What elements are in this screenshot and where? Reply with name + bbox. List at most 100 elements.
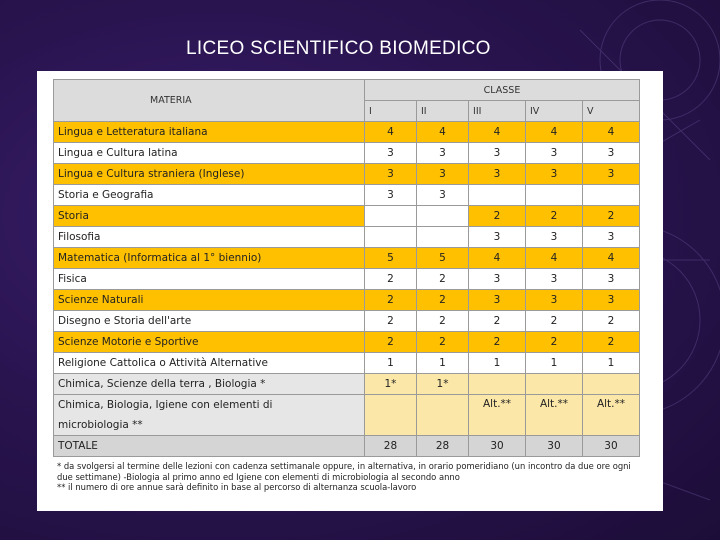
hours-cell: 3 xyxy=(525,289,583,311)
hours-cell: 3 xyxy=(363,163,417,185)
subject-cell: Fisica xyxy=(53,268,365,290)
hours-cell: 4 xyxy=(581,247,641,269)
hours-cell: 3 xyxy=(525,142,583,164)
subject-cell: Chimica, Biologia, Igiene con elementi d… xyxy=(53,394,365,436)
slide-title: LICEO SCIENTIFICO BIOMEDICO xyxy=(186,38,491,59)
classe-header: CLASSE xyxy=(363,79,641,101)
hours-cell: 3 xyxy=(468,226,526,248)
hours-cell xyxy=(415,226,470,248)
hours-cell: 1 xyxy=(363,352,417,374)
hours-cell: 1 xyxy=(525,352,583,374)
table-row: Scienze Motorie e Sportive 2 2 2 2 2 xyxy=(53,331,641,353)
hours-cell: 1* xyxy=(415,373,470,395)
hours-cell: 2 xyxy=(415,331,470,353)
hours-cell: 2 xyxy=(525,331,583,353)
footnotes: * da svolgersi al termine delle lezioni … xyxy=(57,461,647,493)
total-cell: 30 xyxy=(581,435,641,457)
hours-cell: 1 xyxy=(415,352,470,374)
hours-cell: 3 xyxy=(415,142,470,164)
hours-cell: 2 xyxy=(468,331,526,353)
hours-cell: 3 xyxy=(581,289,641,311)
table-row: Lingua e Letteratura italiana 4 4 4 4 4 xyxy=(53,121,641,143)
table-row: Religione Cattolica o Attività Alternati… xyxy=(53,352,641,374)
hours-cell: 3 xyxy=(415,163,470,185)
subject-cell: Lingua e Letteratura italiana xyxy=(53,121,365,143)
total-label: TOTALE xyxy=(53,435,365,457)
hours-cell xyxy=(581,373,641,395)
table-row: Fisica 2 2 3 3 3 xyxy=(53,268,641,290)
hours-cell: 3 xyxy=(581,226,641,248)
hours-cell: 3 xyxy=(581,268,641,290)
total-cell: 28 xyxy=(363,435,417,457)
hours-cell: 2 xyxy=(581,205,641,227)
subject-cell: Filosofia xyxy=(53,226,365,248)
subject-cell: Religione Cattolica o Attività Alternati… xyxy=(53,352,365,374)
total-cell: 30 xyxy=(468,435,526,457)
hours-cell: 1* xyxy=(363,373,417,395)
hours-cell: Alt.** xyxy=(525,394,583,436)
table-row: Scienze Naturali 2 2 3 3 3 xyxy=(53,289,641,311)
hours-cell: 4 xyxy=(468,247,526,269)
hours-cell: 1 xyxy=(468,352,526,374)
subject-cell: Storia xyxy=(53,205,365,227)
hours-cell xyxy=(581,184,641,206)
hours-cell: 2 xyxy=(525,205,583,227)
hours-cell xyxy=(415,394,470,436)
subject-cell: Matematica (Informatica al 1° biennio) xyxy=(53,247,365,269)
header-row-classe: MATERIA CLASSE xyxy=(53,79,641,122)
footnote-1: * da svolgersi al termine delle lezioni … xyxy=(57,461,631,482)
table-row: Disegno e Storia dell'arte 2 2 2 2 2 xyxy=(53,310,641,332)
table-row: Filosofia 3 3 3 xyxy=(53,226,641,248)
table-row: Chimica, Biologia, Igiene con elementi d… xyxy=(53,394,641,436)
hours-cell: 2 xyxy=(468,310,526,332)
hours-cell: 2 xyxy=(363,268,417,290)
subject-line: Chimica, Biologia, Igiene con elementi d… xyxy=(58,399,273,411)
subject-line: microbiologia ** xyxy=(58,419,143,431)
hours-cell xyxy=(525,373,583,395)
subject-cell: Lingua e Cultura straniera (Inglese) xyxy=(53,163,365,185)
hours-cell: 2 xyxy=(363,289,417,311)
table-row: Storia e Geografia 3 3 xyxy=(53,184,641,206)
year-header: III xyxy=(468,100,526,122)
year-header: I xyxy=(363,100,417,122)
hours-cell: 1 xyxy=(581,352,641,374)
hours-cell xyxy=(525,184,583,206)
hours-cell: 4 xyxy=(525,121,583,143)
hours-cell: 2 xyxy=(363,310,417,332)
hours-cell: Alt.** xyxy=(468,394,526,436)
hours-cell: 2 xyxy=(415,289,470,311)
hours-cell: 3 xyxy=(363,184,417,206)
hours-cell: 4 xyxy=(468,121,526,143)
subject-cell: Disegno e Storia dell'arte xyxy=(53,310,365,332)
hours-cell xyxy=(363,205,417,227)
hours-cell: 5 xyxy=(415,247,470,269)
hours-cell: 2 xyxy=(415,310,470,332)
hours-cell: 3 xyxy=(468,289,526,311)
timetable: MATERIA CLASSE I II III IV V Lingua e Letter… xyxy=(53,79,641,457)
subject-cell: Chimica, Scienze della terra , Biologia … xyxy=(53,373,365,395)
hours-cell: 4 xyxy=(363,121,417,143)
subject-cell: Scienze Motorie e Sportive xyxy=(53,331,365,353)
header-row-years: I II III IV V xyxy=(54,100,641,122)
hours-cell: 3 xyxy=(468,163,526,185)
table-row: Lingua e Cultura straniera (Inglese) 3 3 3 3… xyxy=(53,163,641,185)
table-row: Chimica, Scienze della terra , Biologia … xyxy=(53,373,641,395)
hours-cell: 3 xyxy=(525,226,583,248)
hours-cell: 4 xyxy=(415,121,470,143)
hours-cell: 2 xyxy=(363,331,417,353)
hours-cell: 2 xyxy=(581,331,641,353)
hours-cell xyxy=(468,184,526,206)
hours-cell xyxy=(363,226,417,248)
table-row: Storia 2 2 2 xyxy=(53,205,641,227)
hours-cell: 4 xyxy=(525,247,583,269)
hours-cell xyxy=(363,394,417,436)
schedule-sheet: MATERIA CLASSE I II III IV V Lingua e Letter… xyxy=(37,71,663,511)
table-row: Matematica (Informatica al 1° biennio) 5 5… xyxy=(53,247,641,269)
hours-cell xyxy=(468,373,526,395)
hours-cell: 3 xyxy=(525,268,583,290)
year-header: V xyxy=(581,100,641,122)
hours-cell: 3 xyxy=(581,163,641,185)
year-header: IV xyxy=(525,100,583,122)
table-row: Lingua e Cultura latina 3 3 3 3 3 xyxy=(53,142,641,164)
subject-cell: Scienze Naturali xyxy=(53,289,365,311)
